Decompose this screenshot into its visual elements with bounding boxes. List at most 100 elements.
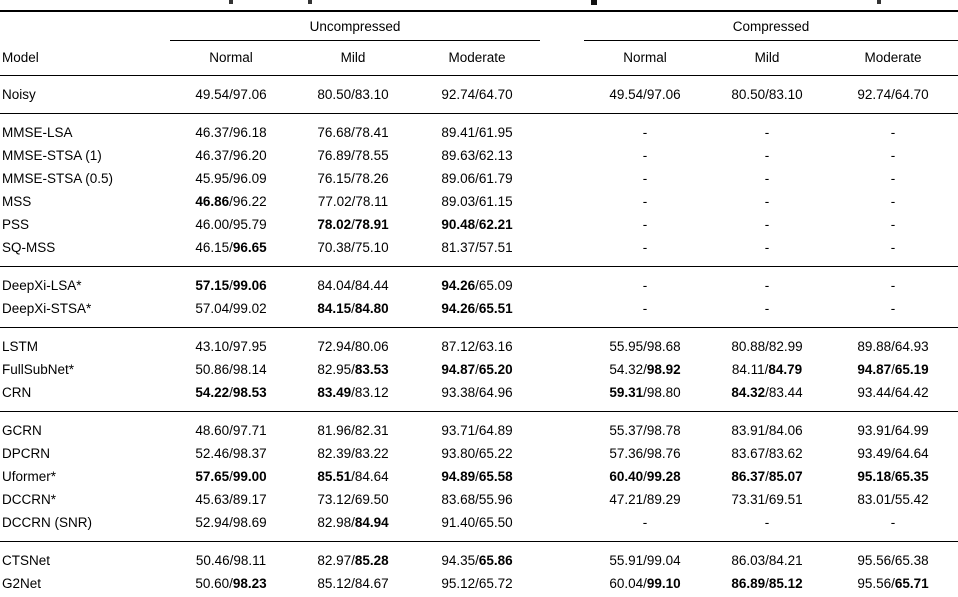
model-name: MMSE-STSA (1) <box>2 148 102 163</box>
model-name: CTSNet <box>2 553 51 568</box>
score-cell: 89.63/62.13 <box>441 148 513 163</box>
spanner-model-spacer <box>0 11 170 41</box>
score-cell: - <box>890 301 896 316</box>
score-cell: 73.31/69.51 <box>731 492 803 507</box>
model-name: FullSubNet* <box>2 362 75 377</box>
score-cell: 90.48/62.21 <box>441 217 513 232</box>
score-cell: 77.02/78.11 <box>317 194 389 209</box>
row-group-4: LSTM 43.10/97.95 72.94/80.06 87.12/63.16 55.… <box>0 327 958 412</box>
table-row: DCCRN* 45.63/89.17 73.12/69.50 83.68/55.96 4… <box>0 488 958 511</box>
caption-fragment <box>877 0 881 4</box>
score-cell: 89.06/61.79 <box>441 171 513 186</box>
table-row: PSS 46.00/95.79 78.02/78.91 90.48/62.21 - - - <box>0 213 958 236</box>
score-cell: - <box>890 125 896 140</box>
score-cell: - <box>764 148 770 163</box>
score-cell: 89.41/61.95 <box>441 125 513 140</box>
score-cell: 52.46/98.37 <box>195 446 267 461</box>
score-cell: 52.94/98.69 <box>195 515 267 530</box>
model-name: DCCRN* <box>2 492 56 507</box>
column-gap <box>540 190 584 213</box>
score-cell: 46.86/96.22 <box>195 194 267 209</box>
score-cell: - <box>642 125 648 140</box>
score-cell: 80.50/83.10 <box>317 87 389 102</box>
column-gap <box>540 267 584 298</box>
group-header-compressed: Compressed <box>584 11 958 41</box>
score-cell: 45.95/96.09 <box>195 171 267 186</box>
table-row: Uformer* 57.65/99.00 85.51/84.64 94.89/65.5… <box>0 465 958 488</box>
table-row: Noisy 49.54/97.06 80.50/83.10 92.74/64.70 49… <box>0 76 958 114</box>
score-cell: 46.15/96.65 <box>195 240 267 255</box>
score-cell: - <box>642 171 648 186</box>
score-cell: 60.40/99.28 <box>609 469 681 484</box>
model-name: DeepXi-STSA* <box>2 301 92 316</box>
table-row: DCCRN (SNR) 52.94/98.69 82.98/84.94 91.40/6… <box>0 511 958 542</box>
score-cell: 87.12/63.16 <box>441 339 513 354</box>
score-cell: - <box>642 217 648 232</box>
score-cell: - <box>890 148 896 163</box>
model-name: G2Net <box>2 576 42 591</box>
table-row: GCRN 48.60/97.71 81.96/82.31 93.71/64.89 55.… <box>0 412 958 443</box>
score-cell: - <box>642 278 648 293</box>
score-cell: 55.37/98.78 <box>609 423 681 438</box>
score-cell: 72.94/80.06 <box>317 339 389 354</box>
table-row: DPCRN 52.46/98.37 82.39/83.22 93.80/65.22 57… <box>0 442 958 465</box>
model-name: DeepXi-LSA* <box>2 278 82 293</box>
table-row: SQ-MSS 46.15/96.65 70.38/75.10 81.37/57.51 -… <box>0 236 958 267</box>
score-cell: 47.21/89.29 <box>609 492 681 507</box>
model-name: MMSE-STSA (0.5) <box>2 171 114 186</box>
score-cell: - <box>890 240 896 255</box>
caption-fragment <box>229 0 233 4</box>
score-cell: 76.15/78.26 <box>317 171 389 186</box>
model-name: SQ-MSS <box>2 240 56 255</box>
score-cell: 95.56/65.71 <box>857 576 929 591</box>
condition-header-row: Model Normal Mild Moderate Normal Mild M… <box>0 41 958 76</box>
column-gap <box>540 144 584 167</box>
model-name: PSS <box>2 217 30 232</box>
score-cell: 82.95/83.53 <box>317 362 389 377</box>
score-cell: 55.95/98.68 <box>609 339 681 354</box>
score-cell: 50.86/98.14 <box>195 362 267 377</box>
table-row: CRN 54.22/98.53 83.49/83.12 93.38/64.96 59.3… <box>0 381 958 412</box>
score-cell: 76.68/78.41 <box>317 125 389 140</box>
table-row: FullSubNet* 50.86/98.14 82.95/83.53 94.87/6… <box>0 358 958 381</box>
model-name: DPCRN <box>2 446 51 461</box>
score-cell: 49.54/97.06 <box>609 87 681 102</box>
score-cell: 80.50/83.10 <box>731 87 803 102</box>
score-cell: 73.12/69.50 <box>317 492 389 507</box>
score-cell: 57.65/99.00 <box>195 469 267 484</box>
model-name: LSTM <box>2 339 39 354</box>
score-cell: - <box>890 194 896 209</box>
model-name: CRN <box>2 385 32 400</box>
results-table: Uncompressed Compressed Model Normal Mil… <box>0 10 958 597</box>
table-row: MSS 46.86/96.22 77.02/78.11 89.03/61.15 - - - <box>0 190 958 213</box>
score-cell: - <box>890 278 896 293</box>
col-header-compressed-mild: Mild <box>754 50 780 65</box>
score-cell: - <box>764 515 770 530</box>
score-cell: 84.11/84.79 <box>731 362 803 377</box>
score-cell: 94.26/65.51 <box>441 301 513 316</box>
score-cell: - <box>642 148 648 163</box>
score-cell: 94.87/65.20 <box>441 362 513 377</box>
score-cell: - <box>764 217 770 232</box>
table-row: MMSE-LSA 46.37/96.18 76.68/78.41 89.41/61.9… <box>0 114 958 145</box>
score-cell: 91.40/65.50 <box>441 515 513 530</box>
score-cell: 93.49/64.64 <box>857 446 929 461</box>
model-name: MMSE-LSA <box>2 125 73 140</box>
score-cell: 81.96/82.31 <box>317 423 389 438</box>
score-cell: 86.89/85.12 <box>731 576 803 591</box>
col-header-compressed-normal: Normal <box>623 50 667 65</box>
column-gap <box>540 465 584 488</box>
column-gap <box>540 511 584 542</box>
column-gap <box>540 167 584 190</box>
score-cell: 46.00/95.79 <box>195 217 267 232</box>
score-cell: 82.39/83.22 <box>317 446 389 461</box>
score-cell: 89.88/64.93 <box>857 339 929 354</box>
table-row: LSTM 43.10/97.95 72.94/80.06 87.12/63.16 55.… <box>0 328 958 359</box>
score-cell: 85.51/84.64 <box>317 469 389 484</box>
row-group-5: GCRN 48.60/97.71 81.96/82.31 93.71/64.89 55.… <box>0 411 958 542</box>
model-name: Noisy <box>2 87 36 102</box>
score-cell: 46.37/96.18 <box>195 125 267 140</box>
score-cell: 89.03/61.15 <box>441 194 513 209</box>
model-name: MSS <box>2 194 32 209</box>
